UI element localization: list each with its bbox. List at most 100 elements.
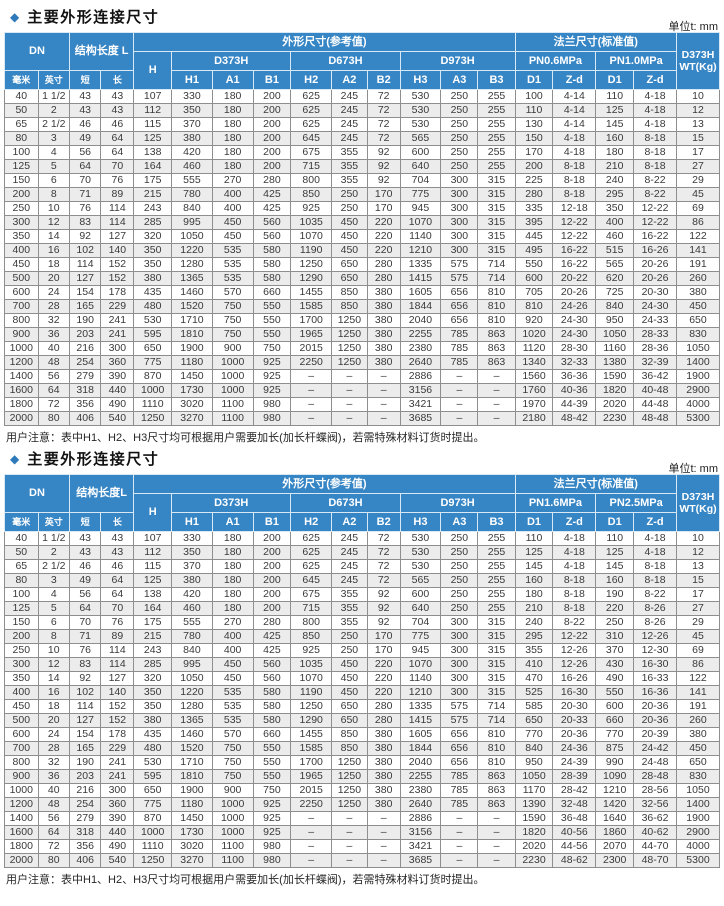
cell: 114 (100, 201, 135, 216)
cell: 3020 (171, 397, 213, 412)
cell: 863 (477, 341, 516, 356)
cell: 1035 (290, 215, 333, 230)
cell: 20-30 (552, 699, 597, 714)
table-row: 900 36 203 241 595 1810 750 550 1965 1250 380 2255 7… (4, 327, 721, 342)
cell: 540 (100, 411, 135, 426)
cell: 12-22 (552, 215, 597, 230)
subheader-cell: 长 (100, 70, 135, 90)
cell: 425 (252, 643, 292, 658)
cell: 122 (675, 229, 721, 244)
cell: 850 (331, 741, 368, 756)
cell: 8-26 (633, 601, 677, 616)
cell: 2230 (595, 411, 635, 426)
cell: 2015 (290, 783, 333, 798)
cell: 530 (399, 559, 442, 574)
cell: 250 (440, 559, 479, 574)
subheader-cell: H1 (171, 512, 213, 532)
cell: 350 (4, 671, 39, 686)
table-row: 80 3 49 64 125 380 180 200 645 245 72 565 250 255 150 4… (4, 131, 721, 146)
cell: 1 1/2 (37, 89, 70, 104)
cell: 315 (477, 215, 516, 230)
cell: – (290, 383, 333, 398)
cell: 900 (211, 783, 254, 798)
cell: 380 (366, 727, 401, 742)
cell: 45 (675, 187, 721, 202)
cell: 990 (595, 755, 635, 770)
cell: 216 (68, 341, 102, 356)
cell: 850 (331, 285, 368, 300)
table-row: 1400 56 279 390 870 1450 1000 925– – –2886– –1590 3… (4, 811, 721, 826)
cell: 114 (100, 657, 135, 672)
cell: 1280 (171, 699, 213, 714)
cell: 245 (331, 573, 368, 588)
cell: 300 (440, 685, 479, 700)
cell: 1035 (290, 657, 333, 672)
cell: 4-18 (552, 131, 597, 146)
cell: 580 (252, 271, 292, 286)
cell: 650 (133, 783, 173, 798)
cell: – (331, 853, 368, 868)
cell: 355 (331, 159, 368, 174)
cell: 152 (100, 699, 135, 714)
cell: 300 (440, 615, 479, 630)
cell: 250 (331, 629, 368, 644)
cell: 535 (211, 685, 254, 700)
cell: 330 (171, 531, 213, 546)
cell: 72 (37, 839, 70, 854)
cell: – (440, 397, 479, 412)
subheader-cell: D1 (514, 512, 554, 532)
cell: 3421 (399, 397, 442, 412)
cell: 440 (100, 825, 135, 840)
cell: 380 (366, 741, 401, 756)
cell: 280 (366, 257, 401, 272)
cell: 1280 (171, 257, 213, 272)
cell: 28-36 (633, 341, 677, 356)
cell: 580 (252, 713, 292, 728)
cell: 1844 (399, 299, 442, 314)
cell: 4-18 (633, 545, 677, 560)
table-row: 250 10 76 114 243 840 400 425 925 250 170 945 300 315… (4, 201, 721, 216)
cell: 350 (133, 699, 173, 714)
cell: 64 (100, 587, 135, 602)
catalog-page: ◆ 主要外形连接尺寸 单位t: mm DN 结构长度 L 外形尺寸(参考值) 法兰尺寸… (4, 9, 721, 886)
cell: 4-18 (552, 559, 597, 574)
cell: 1400 (4, 811, 39, 826)
cell: 450 (331, 243, 368, 258)
col-group-d673h: D673H (290, 493, 401, 513)
cell: 125 (514, 545, 554, 560)
table-row: 1600 64 318 440 1000 1730 1000 925– – –3156– –1760… (4, 383, 721, 398)
cell: 785 (440, 783, 479, 798)
table-row: 450 18 114 152 350 1280 535 580 1250 650 280 1335 57… (4, 257, 721, 272)
cell: 18 (37, 699, 70, 714)
cell: 110 (514, 103, 554, 118)
cell: 24-33 (633, 313, 677, 328)
cell: 170 (366, 201, 401, 216)
table-row: 700 28 165 229 480 1520 750 550 1585 850 380 1844 65… (4, 741, 721, 756)
cell: 1100 (211, 853, 254, 868)
cell: 255 (477, 531, 516, 546)
cell: 380 (133, 713, 173, 728)
cell: 1220 (171, 243, 213, 258)
cell: 900 (211, 341, 254, 356)
cell: 1220 (171, 685, 213, 700)
cell: 16-26 (633, 243, 677, 258)
cell: 770 (514, 727, 554, 742)
subheader-cell: A3 (440, 70, 479, 90)
cell: 220 (366, 685, 401, 700)
cell: 49 (68, 131, 102, 146)
cell: 220 (366, 215, 401, 230)
cell: 110 (595, 89, 635, 104)
cell: 20 (37, 713, 70, 728)
cell: 1730 (171, 383, 213, 398)
cell: – (331, 811, 368, 826)
cell: 980 (252, 853, 292, 868)
cell: 36-42 (633, 369, 677, 384)
cell: 2886 (399, 811, 442, 826)
cell: 255 (477, 559, 516, 574)
cell: 1120 (514, 341, 554, 356)
cell: 650 (675, 755, 721, 770)
cell: 285 (133, 657, 173, 672)
cell: 250 (440, 531, 479, 546)
col-group-outline-dimensions: 外形尺寸(参考值) (133, 32, 516, 52)
cell: 410 (514, 657, 554, 672)
